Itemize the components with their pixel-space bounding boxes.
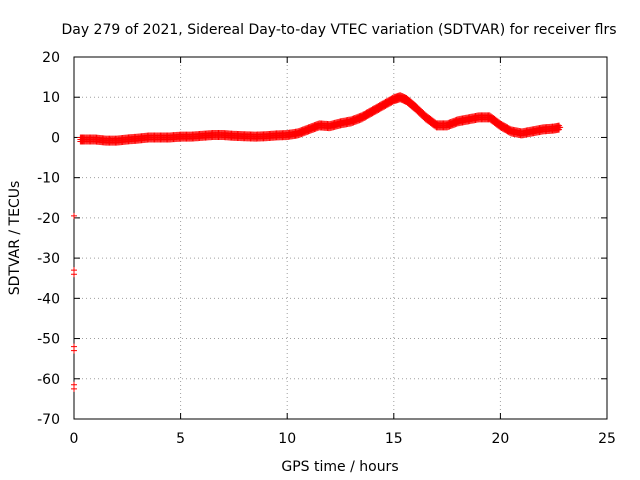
- x-tick-label: 20: [491, 431, 509, 447]
- plot-border: [73, 56, 608, 420]
- y-tick-label: -10: [37, 171, 60, 187]
- x-axis: 0 5 10 15 20 25: [70, 57, 616, 447]
- outlier-point: [71, 212, 77, 219]
- plot-frame: [73, 56, 608, 420]
- x-axis-label: GPS time / hours: [281, 459, 398, 475]
- y-tick-label: -30: [37, 251, 60, 267]
- x-tick-label: 10: [278, 431, 296, 447]
- y-tick-label: 20: [42, 50, 60, 66]
- y-axis: 20 10 0 -10 -20 -30 -40 -50 -60 -70: [37, 50, 607, 428]
- x-tick-label: 5: [176, 431, 185, 447]
- y-tick-label: -20: [37, 211, 60, 227]
- y-tick-label: -50: [37, 332, 60, 348]
- x-tick-label: 0: [70, 431, 79, 447]
- x-tick-label: 25: [598, 431, 616, 447]
- outlier-point: [71, 385, 77, 392]
- y-tick-label: 0: [51, 130, 60, 146]
- data-point: [557, 124, 564, 131]
- y-tick-label: -70: [37, 412, 60, 428]
- x-tick-label: 15: [385, 431, 403, 447]
- y-axis-label: SDTVAR / TECUs: [7, 181, 23, 296]
- data-points: [71, 92, 564, 392]
- outlier-point: [71, 347, 77, 354]
- grid: [74, 57, 607, 419]
- y-tick-label: -60: [37, 372, 60, 388]
- outlier-point: [71, 271, 77, 278]
- y-tick-label: -40: [37, 291, 60, 307]
- y-tick-label: 10: [42, 90, 60, 106]
- chart-title: Day 279 of 2021, Sidereal Day-to-day VTE…: [61, 22, 616, 38]
